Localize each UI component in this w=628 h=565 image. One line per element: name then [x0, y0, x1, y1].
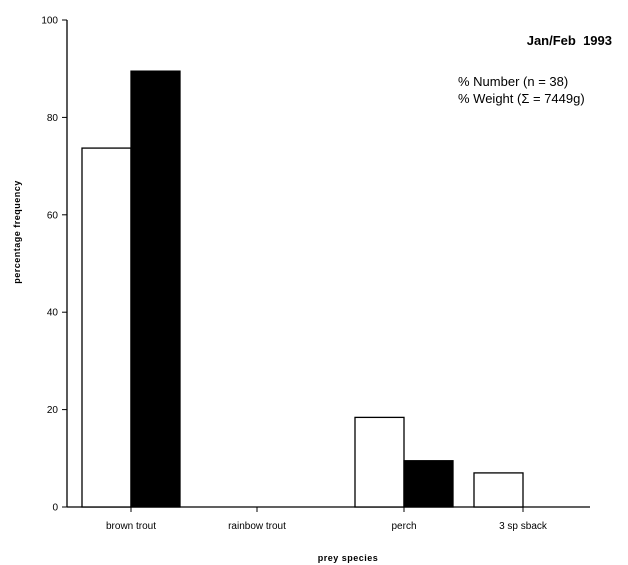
category-label: 3 sp sback — [499, 521, 548, 532]
y-tick-label: 20 — [47, 405, 59, 416]
bar-weight-0 — [130, 70, 181, 508]
x-ticks: brown trout rainbow trout perch 3 sp sback — [106, 507, 548, 532]
category-label: perch — [391, 521, 416, 532]
y-tick-label: 80 — [47, 113, 59, 124]
y-tick-label: 0 — [52, 503, 58, 514]
y-tick-label: 100 — [41, 16, 58, 27]
legend-weight: % Weight (Σ = 7449g) — [458, 91, 585, 106]
bar-weight-2 — [403, 460, 454, 508]
legend-number: % Number (n = 38) — [458, 74, 568, 89]
y-ticks: 0 20 40 60 80 100 — [41, 16, 67, 514]
x-axis-title: prey species — [318, 553, 379, 563]
y-axis-title: percentage frequency — [12, 180, 22, 284]
bar-number-2 — [354, 416, 405, 508]
bar-number-3 — [473, 472, 524, 508]
bar-number-0 — [81, 147, 132, 508]
y-tick-label: 40 — [47, 308, 59, 319]
bars — [81, 70, 524, 508]
category-label: brown trout — [106, 521, 156, 532]
chart-title: Jan/Feb 1993 — [527, 33, 612, 48]
y-tick-label: 60 — [47, 210, 59, 221]
category-label: rainbow trout — [228, 521, 286, 532]
